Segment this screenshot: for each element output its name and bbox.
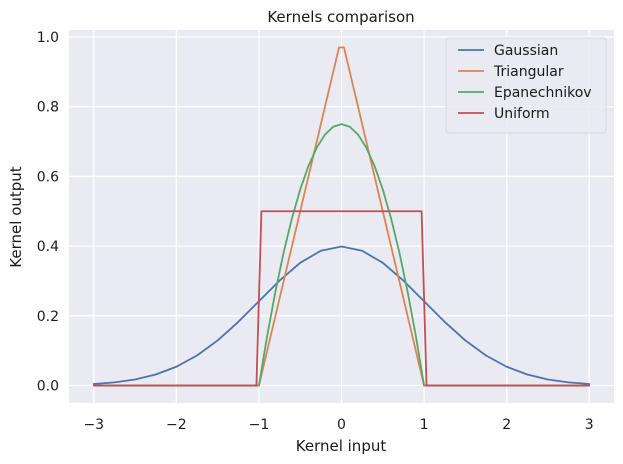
y-tick-label: 0.8 <box>37 100 59 116</box>
legend: Gaussian Triangular Epanechnikov Uniform <box>445 37 607 134</box>
x-tick-label: −3 <box>83 417 104 433</box>
x-tick-label: 1 <box>420 417 429 433</box>
x-tick-label: 2 <box>502 417 511 433</box>
series-line-epanechnikov <box>92 123 591 387</box>
x-tick-label: 3 <box>585 417 594 433</box>
legend-box <box>445 37 607 134</box>
y-axis-label: Kernel output <box>7 166 25 267</box>
legend-label-gaussian: Gaussian <box>494 43 558 59</box>
y-tick-label: 0.4 <box>37 239 59 255</box>
legend-label-epanechnikov: Epanechnikov <box>494 85 592 101</box>
series-layer <box>92 46 591 387</box>
legend-label-uniform: Uniform <box>494 106 550 122</box>
chart-title: Kernels comparison <box>267 8 414 26</box>
y-tick-label: 1.0 <box>37 30 59 46</box>
x-tick-label: −2 <box>166 417 187 433</box>
ticks: −3 −2 −1 0 1 2 3 0.0 0.2 0.4 0.6 0.8 1.0 <box>37 30 594 433</box>
x-tick-label: −1 <box>249 417 270 433</box>
y-tick-label: 0.6 <box>37 169 59 185</box>
series-line-uniform <box>92 210 591 387</box>
legend-label-triangular: Triangular <box>493 64 564 80</box>
y-tick-label: 0.0 <box>37 379 59 395</box>
y-tick-label: 0.2 <box>37 309 59 325</box>
x-tick-label: 0 <box>337 417 346 433</box>
series-line-gaussian <box>92 245 591 385</box>
x-axis-label: Kernel input <box>296 437 387 455</box>
